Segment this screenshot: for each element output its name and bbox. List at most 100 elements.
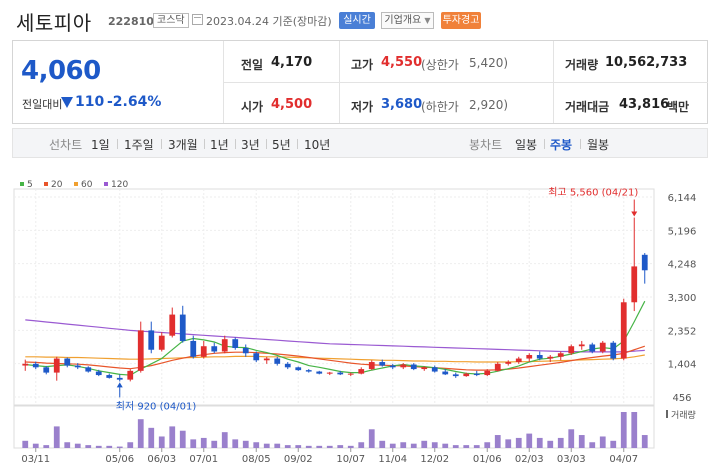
change-label: 전일대비 (22, 98, 63, 111)
candle-body (326, 372, 333, 374)
x-tick-label: 07/01 (189, 454, 218, 465)
volume-bar (410, 443, 417, 448)
company-overview-label: 기업개요 (384, 15, 422, 26)
candle-body (85, 367, 92, 372)
stock-chart[interactable]: 6,144 5,196 4,248 3,300 2,352 1,404 456 03/11 05… (0, 170, 708, 476)
period-10y[interactable]: 10년 (304, 138, 331, 152)
candle-body (641, 254, 648, 271)
x-tick-label: 03/11 (21, 454, 50, 465)
volume-bar (263, 443, 270, 448)
volume-bar (547, 440, 554, 448)
candle-body (442, 371, 449, 375)
market-badge: 코스닥 (153, 13, 189, 28)
candle-body (589, 344, 596, 352)
period-1y[interactable]: 1년 (210, 138, 229, 152)
volume-bar (578, 435, 585, 448)
x-tick-label: 08/05 (242, 454, 271, 465)
candle-body (358, 369, 365, 374)
volume-bar (379, 440, 386, 448)
volume-bar (305, 445, 312, 448)
separator (235, 139, 236, 149)
legend-label: 60 (81, 180, 93, 190)
amount-unit: 백만 (667, 100, 690, 114)
date-text: 2023.04.24 기준(장마감) (206, 15, 332, 28)
candle-body (43, 367, 50, 373)
candle-body (263, 358, 270, 361)
volume-bar (536, 437, 543, 448)
separator (297, 139, 298, 149)
high-value: 4,550 (381, 55, 423, 70)
candle-body (295, 367, 302, 371)
volume-bar (641, 435, 648, 448)
candle-body (463, 373, 470, 377)
invest-warning-badge[interactable]: 투자경고 (441, 12, 481, 29)
y-tick-label: 5,196 (668, 226, 697, 237)
ma120-line (25, 319, 645, 353)
candle-body (316, 371, 323, 374)
legend-swatch (44, 182, 48, 186)
period-1d[interactable]: 1일 (91, 138, 110, 152)
stock-header: 세토피아 222810 코스닥 2023.04.24 기준(장마감) 실시간 기… (0, 0, 708, 36)
volume-bar (253, 442, 260, 448)
legend-label: 20 (51, 180, 63, 190)
candle-daily[interactable]: 일봉 (515, 138, 538, 152)
volume-bar (526, 433, 533, 448)
x-tick-label: 03/03 (557, 454, 586, 465)
candle-body (410, 364, 417, 370)
company-overview-button[interactable]: 기업개요 ▼ (381, 12, 434, 29)
volume-bar (284, 445, 291, 448)
volume-bar (463, 445, 470, 448)
volume-bar (589, 442, 596, 448)
candle-body (64, 358, 71, 366)
upper-limit-label: (상한가 (421, 58, 459, 72)
period-1w[interactable]: 1주일 (124, 138, 154, 152)
candle-body (200, 346, 207, 357)
volume-bar (106, 445, 113, 448)
stock-name: 세토피아 (16, 11, 92, 35)
candle-body (610, 342, 617, 359)
amount-label: 거래대금 (565, 100, 610, 114)
divider (223, 82, 708, 83)
period-3m[interactable]: 3개월 (168, 138, 198, 152)
candle-body (95, 371, 102, 376)
candle-body (421, 367, 428, 370)
candle-body (599, 342, 606, 352)
high-annotation: 최고 5,560 (04/21) (548, 187, 638, 199)
candle-body (557, 353, 564, 357)
x-tick-label: 09/02 (284, 454, 313, 465)
candle-body (190, 340, 197, 357)
volume-bar (190, 439, 197, 448)
volume-bar (368, 429, 375, 448)
ma60-line (25, 354, 645, 363)
candle-body (484, 370, 491, 376)
period-3y[interactable]: 3년 (241, 138, 260, 152)
period-5y[interactable]: 5년 (272, 138, 291, 152)
volume-bar (74, 443, 81, 448)
volume-bar (22, 440, 29, 448)
low-label: 저가 (351, 100, 374, 114)
down-arrow-icon (61, 97, 73, 108)
candle-body (473, 373, 480, 376)
candle-body (568, 346, 575, 354)
prev-close-value: 4,170 (271, 55, 313, 70)
y-tick-label: 456 (672, 393, 691, 404)
candle-monthly[interactable]: 월봉 (587, 138, 610, 152)
stock-code: 222810 (108, 15, 154, 28)
high-arrow-icon (631, 211, 638, 217)
high-label: 고가 (351, 58, 374, 72)
candle-body (169, 314, 176, 336)
candle-body (253, 353, 260, 361)
ma20-line (25, 345, 645, 371)
candlestick-chart: 6,144 5,196 4,248 3,300 2,352 1,404 456 03/11 05… (13, 180, 697, 465)
volume-bar (200, 437, 207, 448)
x-tick-label: 12/02 (420, 454, 449, 465)
volume-bar (53, 426, 60, 448)
candle-weekly[interactable]: 주봉 (550, 138, 573, 152)
volume-bar (431, 442, 438, 448)
candle-body (179, 314, 186, 341)
volume-bar (599, 436, 606, 448)
volume-bar (116, 446, 123, 448)
x-tick-label: 01/06 (473, 454, 502, 465)
realtime-button[interactable]: 실시간 (339, 12, 375, 29)
legend-swatch (104, 182, 108, 186)
